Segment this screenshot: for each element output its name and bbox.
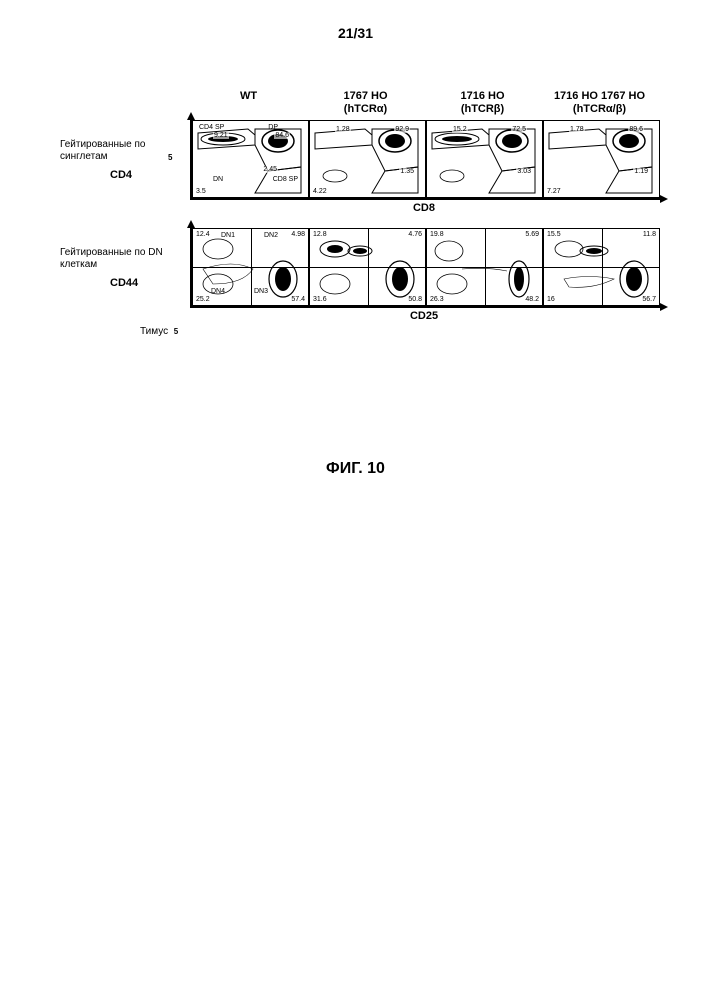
region-label: DP bbox=[268, 124, 278, 131]
gate-value: 12.4 bbox=[195, 231, 211, 238]
y-axis-label: CD44 bbox=[110, 277, 190, 289]
figure-area: WT 1767 HO (hTCRα) 1716 HO (hTCRβ) 1716 … bbox=[60, 90, 660, 337]
col-header-line1: WT bbox=[190, 90, 307, 103]
col-header: WT bbox=[190, 90, 307, 116]
x-axis-label: CD8 bbox=[190, 202, 658, 214]
gate-value: 7.27 bbox=[546, 188, 562, 195]
tick-mark: 5 bbox=[168, 153, 172, 162]
gate-value: 89.6 bbox=[628, 126, 644, 133]
gate-value: 9.21 bbox=[213, 132, 229, 139]
facs-plot: 15.2 72.5 3.03 bbox=[426, 120, 543, 198]
gate-value: 31.6 bbox=[312, 296, 328, 303]
facs-plot: 1.78 89.6 7.27 1.19 bbox=[543, 120, 660, 198]
gate-value: 15.5 bbox=[546, 231, 562, 238]
col-header-line1: 1716 HO bbox=[424, 90, 541, 103]
row-singlets: Гейтированные по синглетам 5 CD4 CD4 SP bbox=[60, 120, 660, 200]
facs-plot: DN1 DN2 DN4 DN3 12.4 4.98 25.2 57.4 bbox=[192, 228, 309, 306]
arrow-up-icon bbox=[187, 112, 195, 120]
gate-value: 84.6 bbox=[274, 132, 290, 139]
facs-plot: CD4 SP DP DN CD8 SP 9.21 84.6 3.5 2.45 bbox=[192, 120, 309, 198]
region-label: DN3 bbox=[254, 288, 268, 295]
region-label: CD8 SP bbox=[273, 176, 298, 183]
gate-value: 15.2 bbox=[452, 126, 468, 133]
gate-value: 12.8 bbox=[312, 231, 328, 238]
facs-plot: 15.5 11.8 16 56.7 bbox=[543, 228, 660, 306]
region-label: DN1 bbox=[221, 232, 235, 239]
region-label: DN4 bbox=[211, 288, 225, 295]
row-label: Гейтированные по DN клеткам bbox=[60, 247, 190, 271]
gate-value: 25.2 bbox=[195, 296, 211, 303]
y-axis-label: CD4 bbox=[110, 169, 190, 181]
region-label: DN2 bbox=[264, 232, 278, 239]
facs-plot: 1.28 92.9 4.22 1.35 bbox=[309, 120, 426, 198]
gate-value: 72.5 bbox=[511, 126, 527, 133]
gate-value: 5.69 bbox=[524, 231, 540, 238]
col-header: 1716 HO (hTCRβ) bbox=[424, 90, 541, 116]
col-header-line1: 1716 HO 1767 HO bbox=[541, 90, 658, 103]
gate-value: 26.3 bbox=[429, 296, 445, 303]
gate-value: 2.45 bbox=[262, 166, 278, 173]
row-label-block: Гейтированные по синглетам 5 CD4 bbox=[60, 139, 190, 181]
col-header: 1716 HO 1767 HO (hTCRα/β) bbox=[541, 90, 658, 116]
gate-value: 4.22 bbox=[312, 188, 328, 195]
gate-value: 3.03 bbox=[516, 168, 532, 175]
page-number: 21/31 bbox=[0, 25, 711, 41]
row-label-block: Гейтированные по DN клеткам CD44 bbox=[60, 247, 190, 289]
col-header-line2: (hTCRα) bbox=[307, 103, 424, 116]
figure-caption: ФИГ. 10 bbox=[0, 460, 711, 478]
gate-value: 56.7 bbox=[641, 296, 657, 303]
arrow-up-icon bbox=[187, 220, 195, 228]
facs-plot: 12.8 4.76 31.6 50.8 bbox=[309, 228, 426, 306]
gate-value: 1.19 bbox=[633, 168, 649, 175]
arrow-right-icon bbox=[660, 195, 668, 203]
gate-value: 3.5 bbox=[195, 188, 207, 195]
region-label: DN bbox=[213, 176, 223, 183]
thymus-text: Тимус bbox=[140, 326, 168, 337]
plots-row1: CD4 SP DP DN CD8 SP 9.21 84.6 3.5 2.45 bbox=[190, 120, 660, 200]
plots-row2: DN1 DN2 DN4 DN3 12.4 4.98 25.2 57.4 bbox=[190, 228, 660, 308]
gate-value: 16 bbox=[546, 296, 556, 303]
gate-value: 19.8 bbox=[429, 231, 445, 238]
row-dn: Гейтированные по DN клеткам CD44 DN1 DN2… bbox=[60, 228, 660, 308]
col-header-line2: (hTCRα/β) bbox=[541, 103, 658, 116]
tick-mark: 5 bbox=[174, 327, 178, 336]
gate-value: 4.76 bbox=[407, 231, 423, 238]
thymus-label: Тимус 5 bbox=[140, 326, 660, 337]
gate-value: 57.4 bbox=[290, 296, 306, 303]
col-header-line1: 1767 HO bbox=[307, 90, 424, 103]
arrow-right-icon bbox=[660, 303, 668, 311]
gate-value: 1.78 bbox=[569, 126, 585, 133]
gate-value: 1.35 bbox=[399, 168, 415, 175]
x-axis-label: CD25 bbox=[190, 310, 658, 322]
gate-value: 1.28 bbox=[335, 126, 351, 133]
region-label: CD4 SP bbox=[199, 124, 224, 131]
col-header-line2: (hTCRβ) bbox=[424, 103, 541, 116]
gate-value: 4.98 bbox=[290, 231, 306, 238]
gate-value: 11.8 bbox=[642, 231, 657, 238]
column-headers: WT 1767 HO (hTCRα) 1716 HO (hTCRβ) 1716 … bbox=[190, 90, 660, 116]
col-header: 1767 HO (hTCRα) bbox=[307, 90, 424, 116]
gate-value: 92.9 bbox=[394, 126, 410, 133]
gate-value: 50.8 bbox=[407, 296, 423, 303]
facs-plot: 19.8 5.69 26.3 48.2 bbox=[426, 228, 543, 306]
gate-value: 48.2 bbox=[524, 296, 540, 303]
